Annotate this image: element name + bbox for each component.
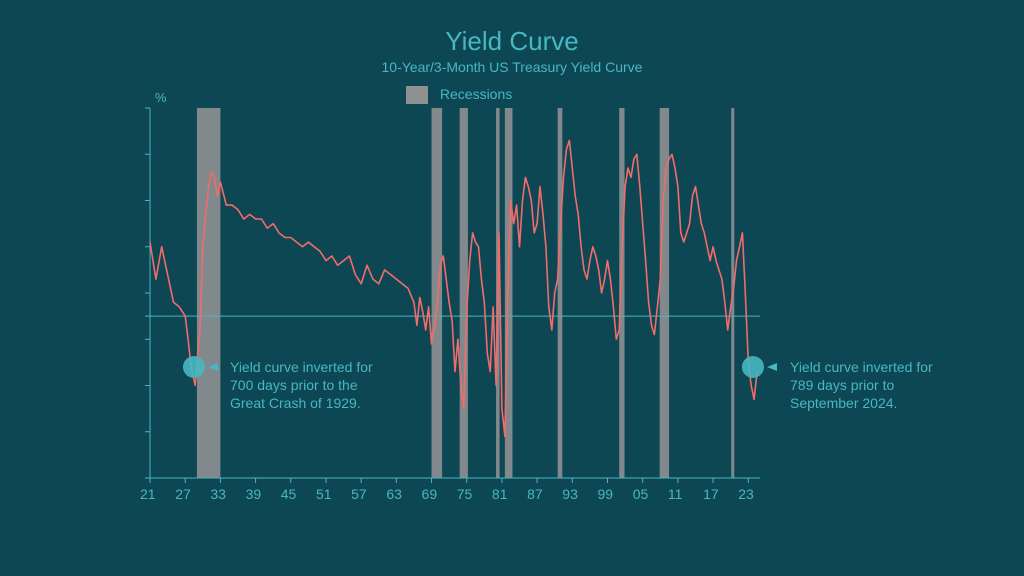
recession-band <box>460 108 468 478</box>
x-tick-label: 87 <box>527 486 543 502</box>
x-tick-label: 39 <box>246 486 262 502</box>
x-tick-label: 81 <box>492 486 508 502</box>
x-tick-label: 63 <box>386 486 402 502</box>
recession-band <box>558 108 563 478</box>
recession-band <box>505 108 513 478</box>
x-tick-label: 99 <box>598 486 614 502</box>
x-tick-label: 45 <box>281 486 297 502</box>
annotation-text: Yield curve inverted for 789 days prior … <box>790 358 933 413</box>
x-tick-label: 23 <box>738 486 754 502</box>
x-tick-label: 51 <box>316 486 332 502</box>
x-tick-label: 05 <box>633 486 649 502</box>
callout-marker <box>742 356 764 378</box>
x-tick-label: 17 <box>703 486 719 502</box>
callout-arrow-icon <box>767 363 777 371</box>
x-tick-label: 69 <box>422 486 438 502</box>
x-tick-label: 33 <box>210 486 226 502</box>
x-tick-label: 27 <box>175 486 191 502</box>
x-tick-label: 21 <box>140 486 156 502</box>
x-tick-label: 11 <box>668 486 683 502</box>
x-tick-label: 75 <box>457 486 473 502</box>
x-tick-label: 93 <box>562 486 578 502</box>
recession-band <box>432 108 443 478</box>
x-tick-label: 57 <box>351 486 367 502</box>
annotation-text: Yield curve inverted for 700 days prior … <box>230 358 373 413</box>
callout-marker <box>183 356 205 378</box>
